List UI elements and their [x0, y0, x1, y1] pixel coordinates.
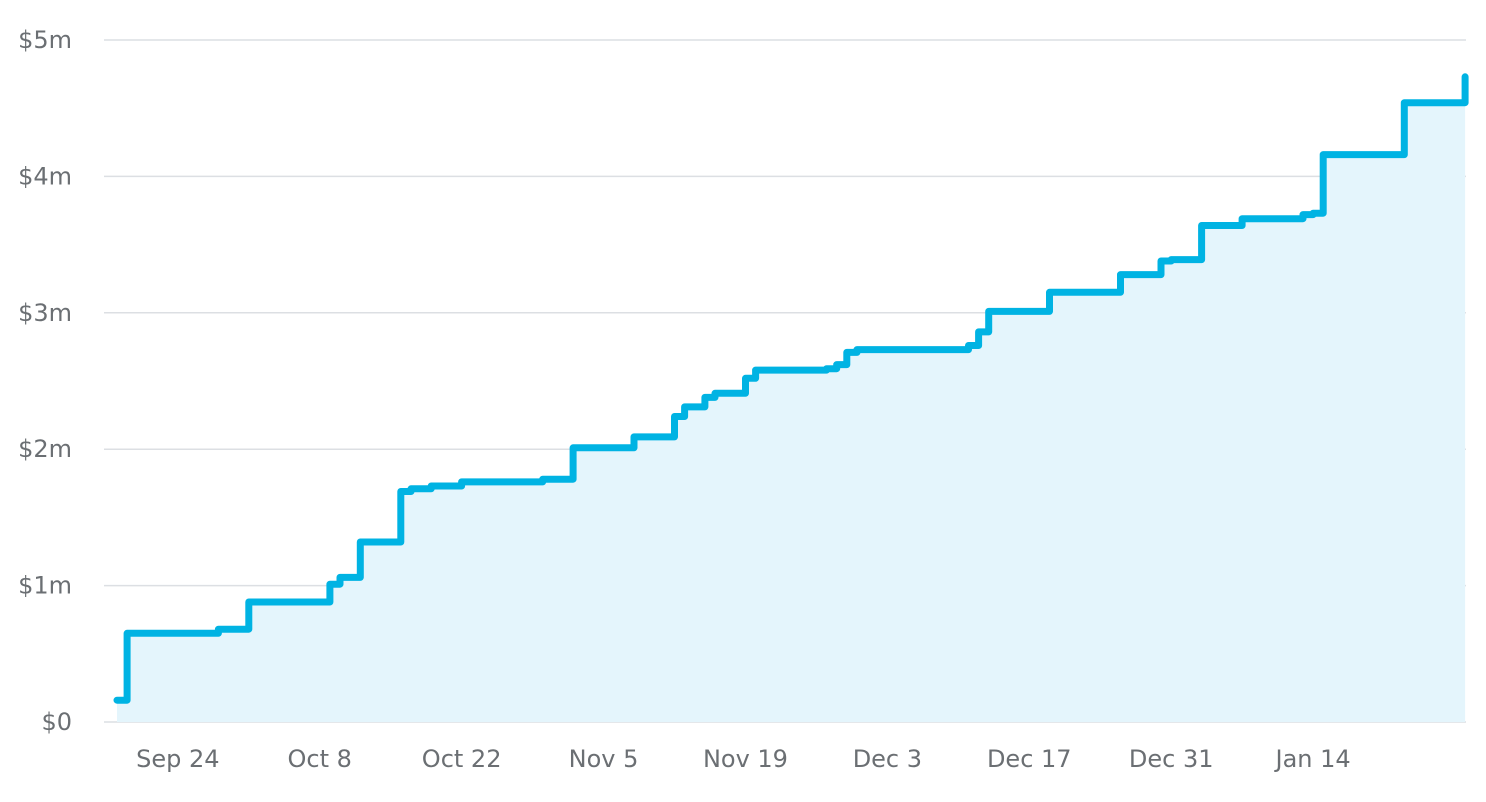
data-point: [328, 582, 332, 586]
data-point: [115, 698, 119, 702]
x-tick-label: Nov 5: [569, 745, 639, 773]
y-tick-label: $3m: [18, 299, 72, 327]
data-point: [571, 446, 575, 450]
x-tick-label: Dec 31: [1129, 745, 1214, 773]
data-point: [1463, 75, 1467, 79]
y-tick-label: $1m: [18, 572, 72, 600]
x-tick-label: Dec 17: [987, 745, 1072, 773]
data-point: [1463, 99, 1467, 103]
x-tick-label: Oct 8: [288, 745, 352, 773]
data-point: [358, 540, 362, 544]
data-point: [247, 600, 251, 604]
data-point: [338, 575, 342, 579]
data-point: [977, 330, 981, 334]
x-tick-label: Oct 22: [422, 745, 502, 773]
data-point: [713, 391, 717, 395]
data-point: [673, 415, 677, 419]
x-axis-tick-labels: Sep 24 Oct 8 Oct 22 Nov 5 Nov 19 Dec 3 Dec 17 D…: [136, 745, 1351, 773]
series-area-fill: [117, 76, 1466, 723]
data-point: [460, 480, 464, 484]
data-point: [1311, 211, 1315, 215]
data-point: [845, 350, 849, 354]
data-point: [541, 477, 545, 481]
data-point: [1402, 101, 1406, 105]
data-point: [399, 490, 403, 494]
data-point: [967, 344, 971, 348]
area-fill-layer: [117, 76, 1466, 723]
data-point: [825, 367, 829, 371]
data-point: [1240, 217, 1244, 221]
x-tick-label: Jan 14: [1274, 745, 1351, 773]
x-tick-label: Nov 19: [703, 745, 788, 773]
data-point: [1119, 273, 1123, 277]
series-line-layer: [113, 73, 1469, 704]
y-tick-label: $5m: [18, 26, 72, 54]
series-line: [113, 73, 1469, 704]
data-point: [125, 631, 129, 635]
data-point: [1200, 224, 1204, 228]
data-point: [1321, 153, 1325, 157]
data-point: [744, 376, 748, 380]
data-point: [216, 627, 220, 631]
x-tick-label: Sep 24: [136, 745, 219, 773]
data-point: [987, 309, 991, 313]
y-axis-tick-labels: $0 $1m $2m $3m $4m $5m: [18, 26, 72, 736]
data-point: [1301, 213, 1305, 217]
data-point: [1169, 258, 1173, 262]
y-tick-label: $0: [41, 708, 72, 736]
data-point: [703, 395, 707, 399]
data-point: [754, 368, 758, 372]
data-point: [409, 487, 413, 491]
y-tick-label: $4m: [18, 162, 72, 190]
data-point: [1159, 259, 1163, 263]
data-point: [855, 348, 859, 352]
y-tick-label: $2m: [18, 435, 72, 463]
data-point: [835, 363, 839, 367]
data-point: [1392, 153, 1396, 157]
data-point: [632, 435, 636, 439]
data-point: [1048, 290, 1052, 294]
data-point: [429, 484, 433, 488]
x-tick-label: Dec 3: [853, 745, 922, 773]
data-point: [683, 405, 687, 409]
